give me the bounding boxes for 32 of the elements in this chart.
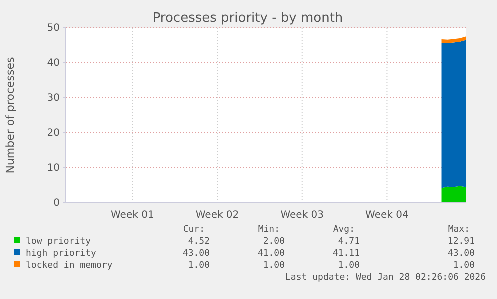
text: Last update: Wed Jan 28 02:26:06 2026 [286,273,486,283]
legend-label: high priority [26,249,98,259]
text: 2.00 [263,237,285,247]
text: 41.00 [258,249,285,259]
x-tick-label: Week 02 [196,210,240,222]
x-tick-label: Week 01 [111,210,154,222]
text: 1.00 [338,261,360,271]
y-tick-label: 30 [47,93,60,104]
y-tick-label: 20 [47,128,60,140]
text: 4.71 [338,237,360,247]
text: 41.11 [332,249,360,259]
y-tick-label: 40 [47,58,60,70]
text: Min: [258,225,280,235]
y-tick-label: 50 [47,23,60,34]
legend-label: locked in memory [26,261,114,271]
text: Cur: [183,225,205,235]
x-tick-label: Week 04 [366,210,409,222]
text: 43.00 [448,249,475,259]
text: 1.00 [188,261,210,271]
text: 4.52 [188,237,210,247]
text: Max: [448,225,470,235]
y-axis-title: Number of processes [4,56,17,174]
y-tick-label: 10 [47,163,60,174]
x-tick-label: Week 03 [280,210,324,222]
text: 43.00 [182,249,210,259]
chart-title: Processes priority - by month [152,11,344,26]
text: 12.91 [448,237,475,247]
text: 1.00 [263,261,285,271]
text: 1.00 [453,261,475,271]
y-tick-label: 0 [54,198,60,210]
text: Avg: [333,225,355,235]
legend-label: low priority [26,237,92,247]
